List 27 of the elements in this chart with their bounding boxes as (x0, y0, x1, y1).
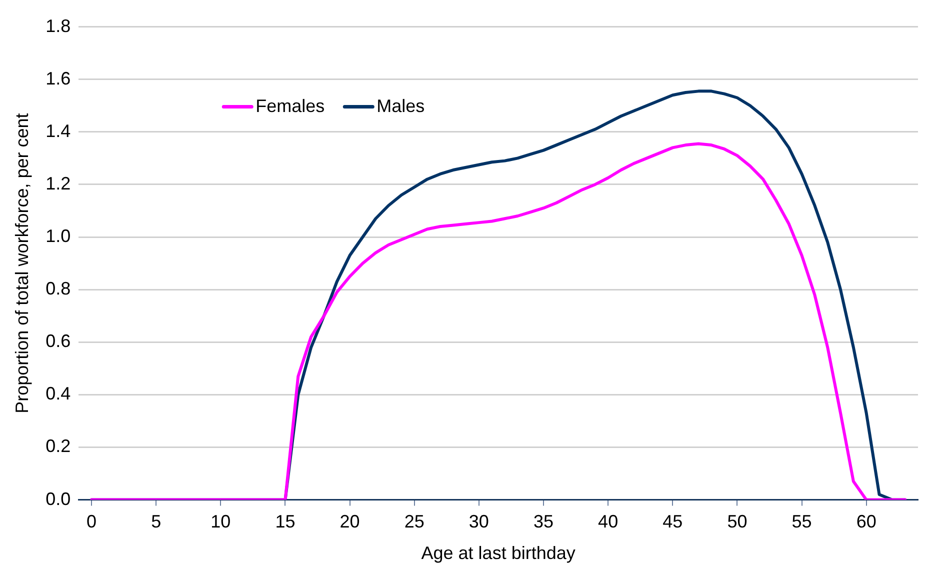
y-tick-label: 1.8 (46, 16, 71, 36)
x-tick-label: 15 (275, 512, 296, 532)
x-tick-label: 40 (598, 512, 618, 532)
y-tick-label: 0.0 (46, 488, 71, 509)
y-tick-label: 0.4 (46, 384, 71, 404)
y-tick-label: 0.2 (46, 436, 71, 456)
y-tick-label: 1.6 (46, 68, 71, 88)
x-tick-label: 35 (533, 512, 554, 532)
x-tick-label: 0 (86, 512, 97, 532)
x-tick-label: 20 (340, 512, 360, 532)
x-tick-label: 25 (404, 512, 424, 532)
x-tick-label: 45 (662, 512, 683, 532)
x-tick-label: 30 (468, 512, 489, 532)
y-tick-label: 1.2 (46, 173, 71, 194)
x-tick-label: 55 (792, 512, 812, 532)
y-tick-label: 0.6 (46, 331, 71, 352)
y-tick-label: 0.8 (46, 278, 71, 299)
legend-label: Females (256, 96, 325, 116)
x-tick-label: 60 (856, 512, 876, 532)
x-tick-label: 50 (727, 512, 748, 532)
y-tick-label: 1.0 (46, 226, 71, 246)
legend-label: Males (376, 96, 425, 116)
x-axis-title: Age at last birthday (421, 543, 576, 564)
y-axis-title: Proportion of total workforce, per cent (12, 113, 32, 414)
x-tick-label: 5 (151, 512, 162, 532)
x-tick-label: 10 (210, 512, 231, 532)
y-tick-label: 1.4 (46, 120, 71, 141)
